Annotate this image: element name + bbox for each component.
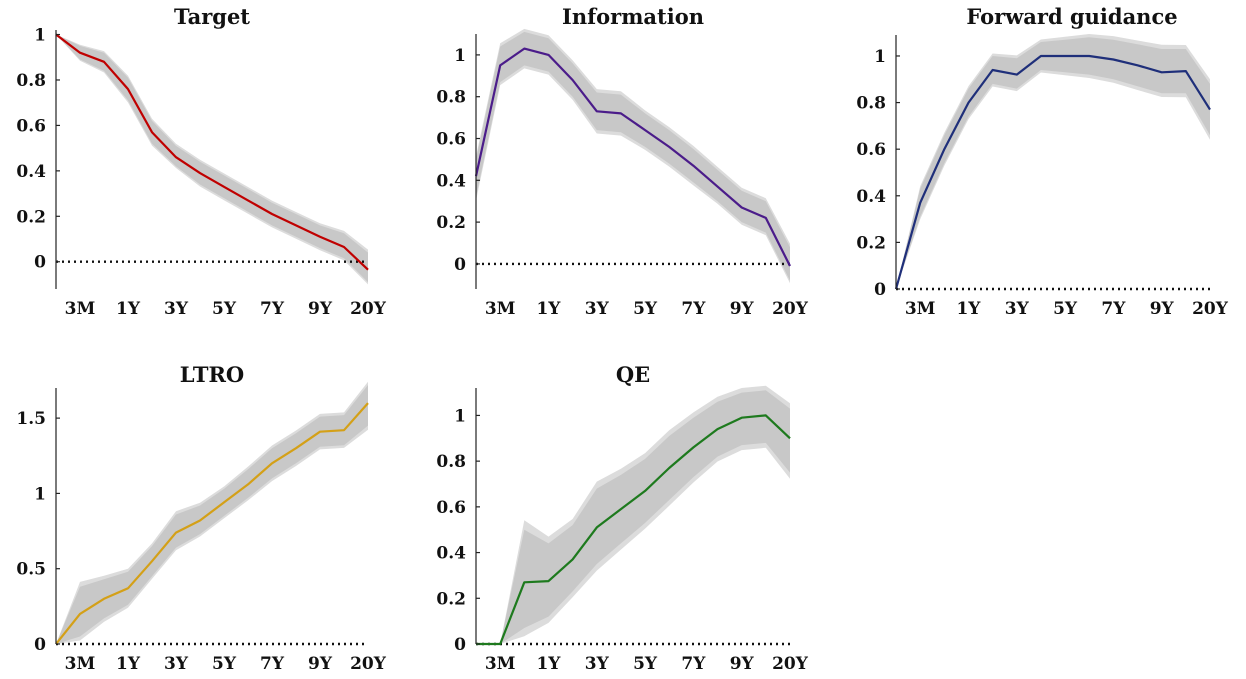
x-tick-label: 20Y bbox=[772, 654, 809, 674]
x-tick-label: 3Y bbox=[164, 299, 189, 319]
x-tick-label: 5Y bbox=[212, 654, 237, 674]
y-tick-label: 0 bbox=[874, 280, 886, 300]
y-tick-label: 0.8 bbox=[436, 88, 466, 108]
y-tick-label: 0.6 bbox=[436, 130, 466, 150]
x-tick-label: 3M bbox=[65, 654, 96, 674]
y-tick-label: 0.4 bbox=[436, 171, 466, 191]
y-tick-label: 1 bbox=[454, 406, 466, 426]
x-tick-label: 1Y bbox=[536, 654, 561, 674]
y-tick-label: 0.4 bbox=[856, 187, 886, 207]
x-tick-label: 3M bbox=[65, 299, 96, 319]
y-tick-label: 0 bbox=[34, 253, 46, 273]
subplot-information: Information 0 0.2 0.4 0.6 0.8 1 3M 1Y 3Y 5Y 7Y 9Y 20Y bbox=[436, 4, 808, 319]
confidence-band-inner bbox=[476, 390, 790, 644]
x-tick-label: 3Y bbox=[1005, 299, 1030, 319]
y-tick-label: 0 bbox=[34, 635, 46, 655]
x-tick-label: 1Y bbox=[956, 299, 981, 319]
y-tick-label: 1 bbox=[874, 47, 886, 67]
x-tick-label: 1Y bbox=[536, 299, 561, 319]
y-tick-label: 1.5 bbox=[16, 409, 46, 429]
x-tick-label: 20Y bbox=[350, 299, 387, 319]
x-tick-label: 5Y bbox=[212, 299, 237, 319]
y-tick-label: 0.4 bbox=[436, 544, 466, 564]
series-line bbox=[476, 414, 791, 646]
y-tick-label: 0.2 bbox=[436, 589, 466, 609]
y-tick-label: 0.4 bbox=[16, 162, 46, 182]
subplot-title: LTRO bbox=[180, 362, 244, 387]
y-tick-label: 1 bbox=[34, 484, 46, 504]
confidence-band-inner bbox=[476, 31, 790, 281]
y-tick-label: 0.5 bbox=[16, 560, 46, 580]
x-tick-label: 9Y bbox=[730, 299, 755, 319]
y-tick-label: 0.8 bbox=[16, 71, 46, 91]
series-line bbox=[894, 54, 1211, 290]
x-tick-label: 3M bbox=[485, 299, 516, 319]
y-tick-label: 1 bbox=[454, 46, 466, 66]
x-tick-label: 9Y bbox=[308, 654, 333, 674]
x-tick-label: 7Y bbox=[1101, 299, 1126, 319]
y-tick-label: 0.6 bbox=[856, 140, 886, 160]
x-tick-label: 1Y bbox=[116, 654, 141, 674]
subplot-title: Forward guidance bbox=[966, 4, 1177, 29]
x-tick-label: 3Y bbox=[164, 654, 189, 674]
subplot-title: Information bbox=[562, 4, 704, 29]
x-tick-label: 7Y bbox=[260, 299, 285, 319]
subplot-title: Target bbox=[174, 4, 250, 29]
x-tick-label: 5Y bbox=[633, 299, 658, 319]
subplot-ltro: LTRO 0 0.5 1 1.5 3M 1Y 3Y 5Y 7Y 9Y 20Y bbox=[16, 362, 386, 674]
x-tick-label: 9Y bbox=[730, 654, 755, 674]
subplot-forward-guidance: Forward guidance 0 0.2 0.4 0.6 0.8 1 3M 1Y 3Y 5Y 7Y… bbox=[856, 4, 1228, 319]
subplot-title: QE bbox=[616, 362, 650, 387]
x-tick-label: 7Y bbox=[681, 654, 706, 674]
x-tick-label: 20Y bbox=[350, 654, 387, 674]
subplot-qe: QE 0 0.2 0.4 0.6 0.8 1 3M 1Y 3Y 5Y 7Y 9Y 20Y bbox=[436, 362, 808, 674]
y-tick-label: 0 bbox=[454, 255, 466, 275]
y-tick-label: 0 bbox=[454, 635, 466, 655]
x-tick-label: 3Y bbox=[585, 299, 610, 319]
y-tick-label: 0.6 bbox=[16, 116, 46, 136]
x-tick-label: 20Y bbox=[1192, 299, 1229, 319]
x-tick-label: 3Y bbox=[585, 654, 610, 674]
confidence-band-outer bbox=[476, 28, 790, 284]
subplot-target: Target 0 0.2 0.4 0.6 0.8 1 3M 1Y 3Y 5Y 7Y 9Y 20Y bbox=[16, 4, 386, 319]
y-tick-label: 0.2 bbox=[16, 207, 46, 227]
confidence-band-inner bbox=[896, 37, 1210, 289]
y-tick-label: 0.2 bbox=[436, 213, 466, 233]
x-tick-label: 20Y bbox=[772, 299, 809, 319]
x-tick-label: 9Y bbox=[308, 299, 333, 319]
x-tick-label: 5Y bbox=[633, 654, 658, 674]
x-tick-label: 5Y bbox=[1053, 299, 1078, 319]
y-tick-label: 0.2 bbox=[856, 233, 886, 253]
y-tick-label: 0.8 bbox=[436, 452, 466, 472]
series-line bbox=[55, 33, 369, 271]
y-tick-label: 1 bbox=[34, 26, 46, 46]
x-tick-label: 7Y bbox=[681, 299, 706, 319]
x-tick-label: 7Y bbox=[260, 654, 285, 674]
x-tick-label: 9Y bbox=[1150, 299, 1175, 319]
x-tick-label: 3M bbox=[905, 299, 936, 319]
series-line bbox=[474, 47, 791, 267]
x-tick-label: 1Y bbox=[116, 299, 141, 319]
x-tick-label: 3M bbox=[485, 654, 516, 674]
confidence-band-inner bbox=[56, 34, 368, 283]
y-tick-label: 0.6 bbox=[436, 498, 466, 518]
y-tick-label: 0.8 bbox=[856, 94, 886, 114]
series-line bbox=[55, 402, 369, 645]
confidence-band-inner bbox=[56, 385, 368, 644]
